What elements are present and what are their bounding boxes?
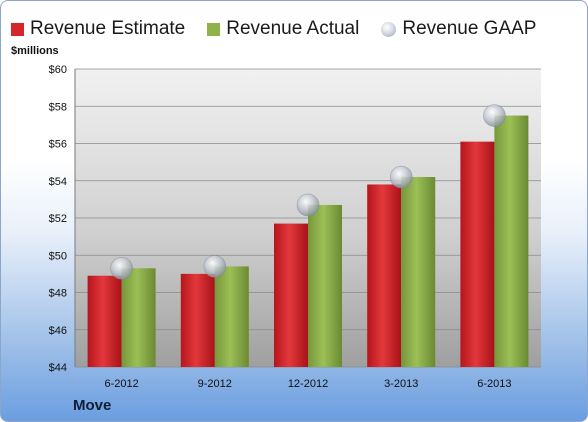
marker-revenue-gaap: [296, 193, 320, 217]
gaap-markers: [110, 104, 506, 280]
x-tick-label: 9-2012: [198, 378, 232, 390]
legend-label-gaap: Revenue GAAP: [402, 18, 537, 39]
legend-item-actual: Revenue Actual: [207, 18, 359, 40]
legend-swatch-actual: [207, 22, 221, 36]
x-tick-label: 3-2013: [384, 378, 418, 390]
y-tick-label: $54: [49, 176, 67, 188]
y-tick-label: $58: [49, 101, 67, 113]
bar-revenue-actual: [214, 266, 249, 367]
legend-item-gaap: Revenue GAAP: [381, 18, 536, 40]
legend: Revenue Estimate Revenue Actual Revenue …: [11, 17, 558, 41]
marker-revenue-gaap: [389, 165, 413, 189]
marker-revenue-gaap: [483, 104, 506, 127]
y-tick-label: $60: [49, 64, 67, 76]
y-tick-label: $48: [49, 288, 67, 300]
company-name: Move: [73, 397, 112, 414]
marker-revenue-gaap: [203, 255, 227, 278]
x-tick-label: 6-2012: [104, 378, 138, 390]
bars: [87, 115, 529, 367]
y-tick-label: $46: [49, 325, 67, 337]
bar-revenue-actual: [494, 115, 529, 367]
y-axis-unit-label: $millions: [11, 45, 59, 57]
y-tick-label: $56: [49, 139, 67, 151]
legend-marker-gaap: [381, 21, 397, 37]
y-axis-ticks: $44 $46 $48 $50 $52 $54 $56 $58 $60: [49, 64, 67, 374]
y-tick-label: $52: [49, 213, 67, 225]
bar-revenue-estimate: [460, 141, 495, 367]
x-tick-label: 6-2013: [477, 378, 511, 390]
bar-revenue-estimate: [274, 223, 308, 367]
x-axis-ticks: 6-2012 9-2012 12-2012 3-2013 6-2013: [104, 378, 511, 390]
bar-revenue-estimate: [367, 184, 402, 367]
marker-revenue-gaap: [110, 256, 133, 280]
bar-revenue-actual: [121, 268, 156, 367]
bar-revenue-actual: [401, 177, 436, 367]
y-tick-label: $50: [49, 250, 67, 262]
legend-label-actual: Revenue Actual: [226, 18, 360, 39]
bar-revenue-estimate: [180, 273, 215, 367]
legend-item-estimate: Revenue Estimate: [11, 18, 185, 40]
bar-revenue-actual: [308, 204, 342, 367]
x-tick-label: 12-2012: [288, 378, 328, 390]
bar-revenue-estimate: [87, 275, 122, 367]
y-tick-label: $44: [49, 362, 67, 374]
legend-label-estimate: Revenue Estimate: [30, 18, 186, 39]
legend-swatch-estimate: [11, 22, 24, 36]
